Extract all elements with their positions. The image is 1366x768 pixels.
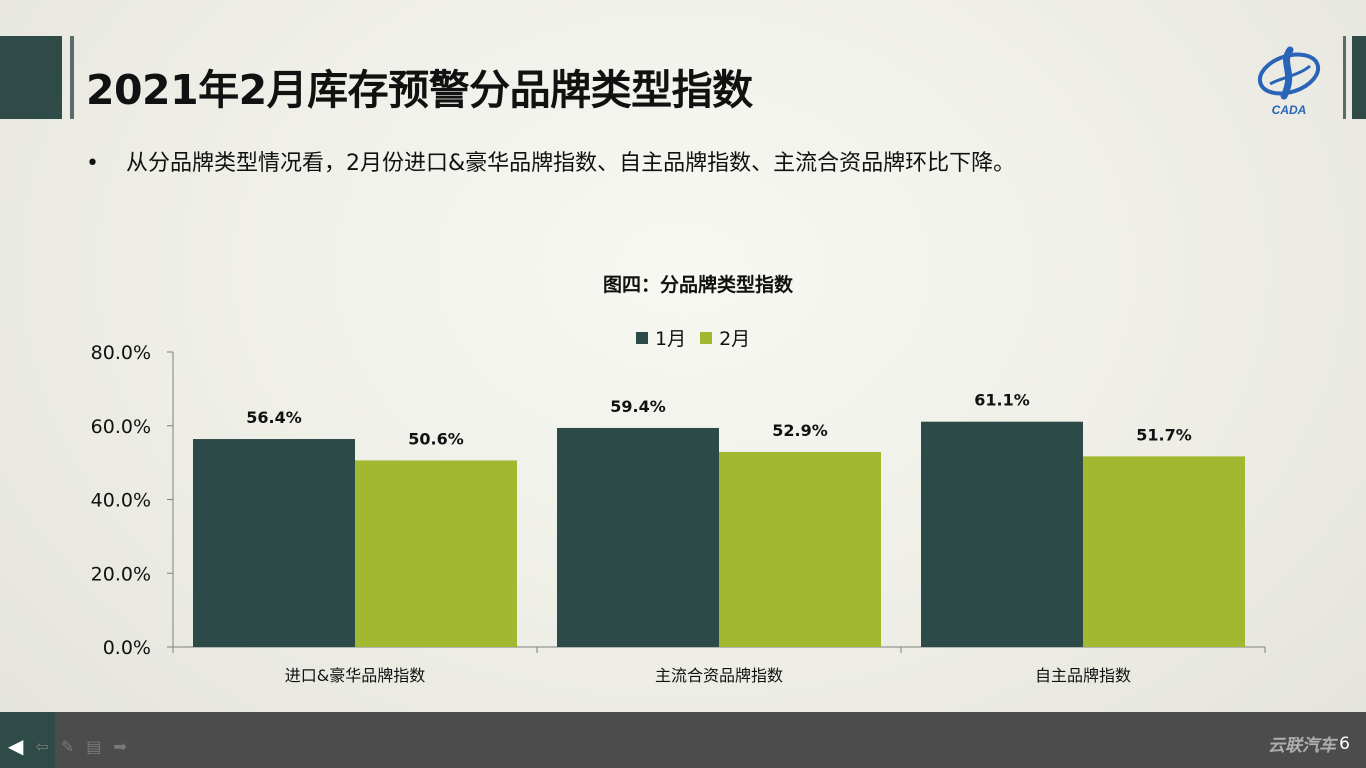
legend-item-series-2: 2月 xyxy=(700,324,750,351)
bullet-point: • 从分品牌类型情况看，2月份进口&豪华品牌指数、自主品牌指数、主流合资品牌环比下… xyxy=(86,145,1015,177)
data-label: 50.6% xyxy=(408,429,464,448)
bar xyxy=(719,451,881,647)
decorative-line-left xyxy=(70,36,74,119)
legend-swatch-series-2 xyxy=(700,331,713,344)
data-label: 51.7% xyxy=(1136,425,1192,444)
legend-label-series-1: 1月 xyxy=(655,328,687,350)
bar xyxy=(193,439,355,647)
legend-item-series-1: 1月 xyxy=(636,324,686,351)
slide-title: 2021年2月库存预警分品牌类型指数 xyxy=(86,66,753,114)
menu-icon[interactable]: ▤ xyxy=(86,736,102,756)
back-arrow-icon[interactable]: ⇦ xyxy=(35,736,49,756)
x-tick-label: 自主品牌指数 xyxy=(1035,666,1131,685)
bullet-text: 从分品牌类型情况看，2月份进口&豪华品牌指数、自主品牌指数、主流合资品牌环比下降… xyxy=(126,151,1016,176)
chart-legend: 1月 2月 xyxy=(636,324,764,351)
bullet-symbol: • xyxy=(86,151,99,176)
prev-arrow-icon[interactable]: ◀ xyxy=(8,734,24,758)
y-tick-label: 0.0% xyxy=(103,637,151,659)
bottom-nav-accent xyxy=(0,712,55,768)
x-tick-label: 主流合资品牌指数 xyxy=(655,666,783,685)
logo-text: CADA xyxy=(1272,103,1307,117)
legend-swatch-series-1 xyxy=(636,331,648,344)
y-tick-label: 40.0% xyxy=(91,490,151,512)
bar xyxy=(355,460,517,647)
y-tick-label: 60.0% xyxy=(91,416,151,438)
y-tick-label: 80.0% xyxy=(91,342,151,364)
data-label: 59.4% xyxy=(610,397,666,416)
x-tick-label: 进口&豪华品牌指数 xyxy=(285,666,425,685)
bar xyxy=(557,427,719,647)
pen-icon[interactable]: ✎ xyxy=(60,736,75,756)
bottom-nav-bar xyxy=(0,712,1366,768)
bar xyxy=(1083,456,1245,647)
decorative-line-right xyxy=(1343,36,1346,119)
y-tick-label: 20.0% xyxy=(91,563,151,585)
watermark: 云联汽车 xyxy=(1268,736,1336,756)
data-label: 52.9% xyxy=(772,421,828,440)
cada-logo: CADA xyxy=(1257,46,1321,117)
data-label: 61.1% xyxy=(974,391,1030,410)
next-arrow-icon[interactable]: ➡ xyxy=(113,736,127,756)
legend-label-series-2: 2月 xyxy=(719,328,751,350)
page-number: 6 xyxy=(1339,734,1350,754)
decorative-bar-left xyxy=(0,36,62,119)
decorative-bar-right xyxy=(1352,36,1366,119)
chart-title: 图四：分品牌类型指数 xyxy=(602,274,793,296)
data-label: 56.4% xyxy=(246,408,302,427)
slide-nav-controls: ◀ ⇦ ✎ ▤ ➡ xyxy=(8,734,127,758)
bar xyxy=(921,421,1083,647)
